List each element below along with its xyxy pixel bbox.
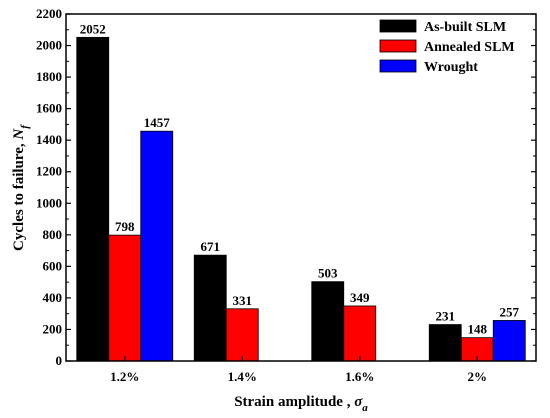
bar-annealed-slm-2: [343, 305, 377, 362]
y-tick-label: 1400: [36, 132, 62, 147]
legend-swatch: [379, 39, 417, 53]
x-tick-label: 2%: [468, 369, 488, 384]
legend-swatch: [379, 59, 417, 73]
y-axis-ticks: 0 200 400 600 800 1000 1200 1400 1600 1800 2000 220…: [36, 6, 536, 368]
legend: As-built SLM Annealed SLM Wrought: [379, 19, 515, 75]
bar-annealed-slm-1: [225, 308, 259, 362]
y-tick-label: 1000: [36, 195, 62, 210]
x-tick-label: 1.4%: [228, 369, 257, 384]
bar-annealed-slm-0: [108, 234, 142, 362]
bar-value-label: 231: [436, 309, 456, 324]
y-tick-label: 2200: [36, 6, 62, 21]
bar-value-label: 503: [318, 266, 338, 281]
x-tick-label: 1.2%: [110, 369, 139, 384]
bar-value-label: 148: [468, 322, 488, 337]
bars-group: [76, 36, 526, 362]
bar-value-label: 798: [115, 219, 135, 234]
legend-swatch: [379, 19, 417, 33]
legend-label: As-built SLM: [424, 20, 506, 35]
bar-wrought-0: [140, 130, 174, 362]
y-axis-title: Cycles to failure, Nf: [11, 124, 31, 251]
bar-as-built-slm-1: [193, 254, 227, 362]
x-axis-ticks: 1.2% 1.4% 1.6% 2%: [110, 356, 487, 384]
y-tick-label: 1600: [36, 101, 62, 116]
x-tick-label: 1.6%: [345, 369, 374, 384]
bar-value-label: 2052: [80, 21, 106, 36]
bar-as-built-slm-0: [76, 36, 110, 362]
bar-value-label: 1457: [144, 115, 171, 130]
y-tick-label: 1200: [36, 164, 62, 179]
legend-label: Annealed SLM: [424, 40, 515, 55]
y-tick-label: 400: [43, 290, 63, 305]
bar-as-built-slm-2: [311, 281, 345, 362]
y-tick-label: 1800: [36, 69, 62, 84]
bar-as-built-slm-3: [428, 324, 462, 362]
bar-value-label: 671: [201, 239, 221, 254]
y-tick-label: 0: [56, 353, 63, 368]
y-tick-label: 2000: [36, 38, 62, 53]
x-axis-title: Strain amplitude , σa: [234, 394, 368, 414]
y-tick-label: 200: [43, 321, 63, 336]
bar-value-label: 349: [350, 290, 370, 305]
legend-label: Wrought: [424, 60, 478, 75]
y-tick-label: 800: [43, 227, 63, 242]
bar-value-label: 331: [233, 293, 253, 308]
bar-value-label: 257: [500, 304, 520, 319]
y-tick-label: 600: [43, 258, 63, 273]
bar-labels-group: 2052 798 1457 671 331 503 349 231 148 257: [80, 21, 520, 336]
bar-wrought-3: [492, 320, 526, 362]
